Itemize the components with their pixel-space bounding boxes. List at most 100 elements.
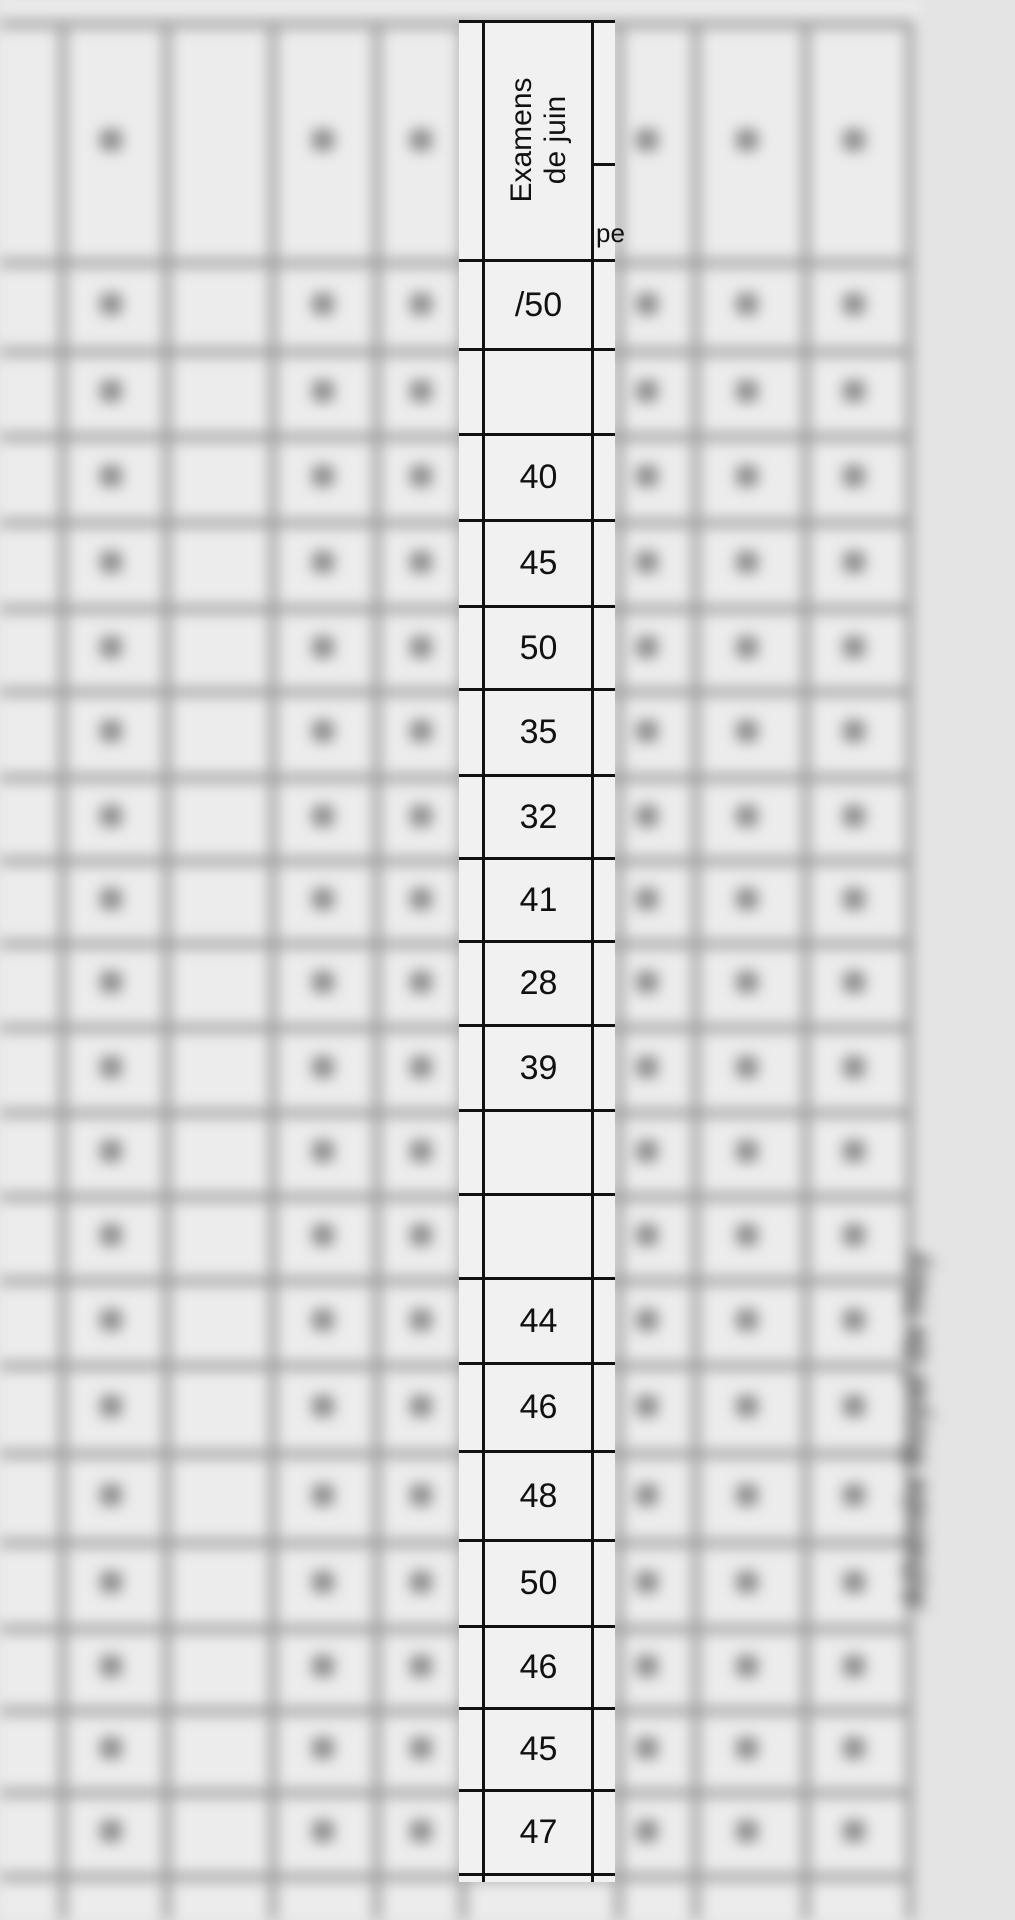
blurred-value	[636, 551, 658, 573]
blurred-value	[636, 1055, 658, 1078]
blurred-value	[312, 1308, 334, 1331]
blurred-value	[410, 635, 432, 658]
grid-line	[0, 774, 910, 782]
blurred-value	[410, 720, 432, 742]
header-line-2: de juin	[538, 95, 572, 185]
blurred-value	[410, 1571, 432, 1593]
school-name: Athénée Royal de Huy	[895, 1250, 934, 1610]
blurred-value	[636, 1483, 658, 1506]
blurred-value	[636, 1224, 658, 1246]
row-divider	[459, 1539, 615, 1542]
row-divider	[459, 1625, 615, 1628]
blurred-value	[636, 1140, 658, 1162]
blurred-value	[736, 551, 758, 573]
blurred-value	[636, 465, 658, 487]
blurred-value	[843, 128, 865, 151]
row-divider	[459, 940, 615, 943]
row-divider	[459, 1789, 615, 1792]
blurred-value	[100, 1737, 122, 1759]
blurred-value	[410, 1655, 432, 1677]
blurred-value	[843, 1737, 865, 1759]
blurred-value	[312, 1483, 334, 1506]
blurred-value	[312, 1820, 334, 1842]
blurred-value	[410, 292, 432, 315]
blurred-value	[843, 379, 865, 402]
blurred-value	[410, 128, 432, 151]
blurred-value	[312, 1655, 334, 1677]
grade-cell: 46	[519, 1388, 558, 1426]
blurred-value	[410, 1395, 432, 1417]
blurred-value	[843, 465, 865, 487]
blurred-value	[636, 1571, 658, 1593]
blurred-value	[736, 971, 758, 993]
blurred-value	[312, 1571, 334, 1593]
blurred-value	[843, 551, 865, 573]
grid-line	[0, 348, 910, 356]
row-divider	[459, 1024, 615, 1027]
blurred-value	[410, 1055, 432, 1078]
blurred-value	[100, 1655, 122, 1677]
blurred-value	[843, 1395, 865, 1417]
grade-cell: 50	[519, 628, 558, 667]
row-divider	[459, 1873, 615, 1876]
blurred-value	[100, 635, 122, 658]
blurred-value	[636, 635, 658, 658]
blurred-value	[736, 720, 758, 742]
blurred-value	[100, 1571, 122, 1593]
blurred-value	[736, 804, 758, 827]
row-divider	[459, 857, 615, 860]
grid-line	[0, 940, 910, 948]
row-divider	[459, 688, 615, 691]
blurred-value	[410, 804, 432, 827]
grid-line	[692, 20, 700, 1920]
grade-cell: 45	[519, 1730, 558, 1768]
blurred-value	[736, 1571, 758, 1593]
grade-cell: 47	[519, 1813, 558, 1851]
grade-cell	[484, 1196, 593, 1277]
blurred-value	[636, 1655, 658, 1677]
row-divider	[459, 1277, 615, 1280]
blurred-value	[636, 971, 658, 993]
blurred-value	[736, 1055, 758, 1078]
row-divider	[459, 1450, 615, 1453]
grade-cell	[484, 351, 593, 433]
grid-line	[373, 20, 381, 1920]
blurred-value	[843, 635, 865, 658]
blurred-value	[736, 128, 758, 151]
grade-cell: 44	[519, 1301, 558, 1340]
blurred-value	[410, 1308, 432, 1331]
blurred-value	[312, 292, 334, 315]
blurred-value	[843, 1055, 865, 1078]
blurred-value	[410, 1140, 432, 1162]
grade-cell: 39	[519, 1048, 558, 1087]
blurred-value	[843, 1655, 865, 1677]
blurred-value	[843, 1571, 865, 1593]
column-border-left	[482, 20, 485, 1882]
grid-line	[0, 1362, 910, 1370]
blurred-value	[312, 465, 334, 487]
blurred-value	[843, 1483, 865, 1506]
blurred-value	[312, 1140, 334, 1162]
column-header: Examens de juin	[484, 20, 593, 260]
row-divider	[459, 1362, 615, 1365]
row-divider	[459, 433, 615, 436]
grade-cell	[484, 1112, 593, 1193]
blurred-value	[312, 1055, 334, 1078]
grade-cell: 41	[519, 880, 558, 919]
blurred-value	[636, 720, 658, 742]
row-divider	[459, 259, 615, 262]
grid-line	[615, 20, 623, 1920]
grid-line	[0, 1789, 910, 1797]
blurred-value	[100, 720, 122, 742]
blurred-value	[100, 379, 122, 402]
column-border-right	[591, 20, 594, 1882]
blurred-value	[312, 1224, 334, 1246]
blurred-value	[100, 128, 122, 151]
header-line-1: Examens	[504, 77, 538, 203]
grid-line	[0, 1873, 910, 1881]
blurred-value	[100, 1140, 122, 1162]
blurred-value	[312, 971, 334, 993]
grid-line	[0, 1707, 910, 1715]
blurred-value	[843, 1820, 865, 1842]
grid-line	[59, 20, 67, 1920]
